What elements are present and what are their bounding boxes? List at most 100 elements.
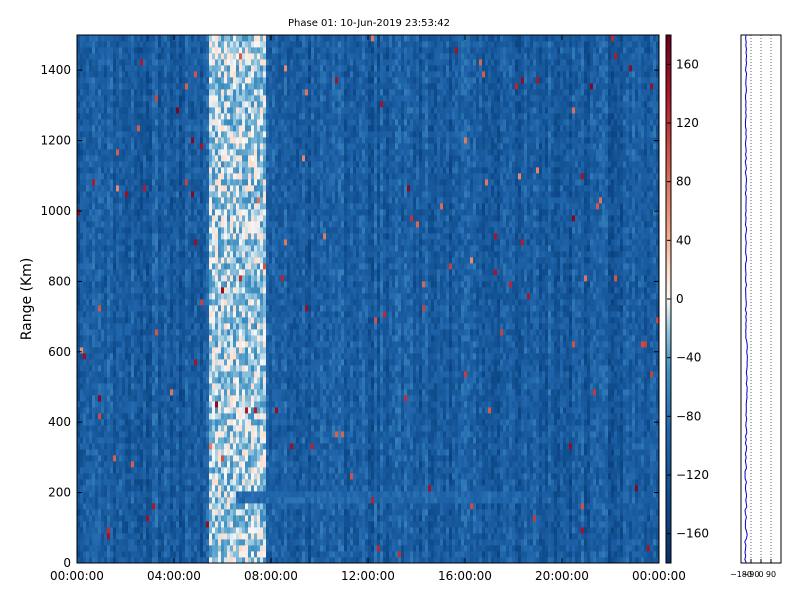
heatmap-cell [113, 143, 117, 150]
heatmap-cell [155, 119, 159, 126]
heatmap-cell [113, 155, 117, 162]
heatmap-cell [227, 437, 231, 444]
heatmap-cell [215, 149, 219, 156]
heatmap-cell [134, 101, 138, 108]
heatmap-cell [110, 299, 114, 306]
heatmap-cell [197, 161, 201, 168]
heatmap-cell [176, 125, 180, 132]
heatmap-cell [242, 65, 246, 72]
heatmap-cell [176, 209, 180, 216]
heatmap-cell [113, 287, 117, 294]
heatmap-cell [203, 179, 207, 186]
heatmap-cell [185, 527, 189, 534]
heatmap-cell [140, 497, 144, 504]
heatmap-cell [137, 383, 141, 390]
heatmap-cell [230, 353, 234, 360]
heatmap-cell [203, 473, 207, 480]
heatmap-cell [140, 179, 144, 186]
heatmap-cell [137, 47, 141, 54]
heatmap-cell [167, 107, 171, 114]
heatmap-cell [131, 305, 135, 312]
heatmap-cell [191, 101, 195, 108]
heatmap-cell [158, 287, 162, 294]
heatmap-cell [95, 461, 99, 468]
heatmap-cell [173, 515, 177, 522]
heatmap-cell [143, 293, 147, 300]
heatmap-cell [173, 323, 177, 330]
heatmap-cell [125, 191, 129, 198]
heatmap-cell [209, 125, 213, 132]
heatmap-cell [218, 257, 222, 264]
heatmap-cell [86, 215, 90, 222]
heatmap-cell [161, 503, 165, 510]
heatmap-cell [218, 77, 222, 84]
heatmap-cell [167, 83, 171, 90]
heatmap-cell [83, 41, 87, 48]
heatmap-cell [233, 455, 237, 462]
heatmap-cell [101, 41, 105, 48]
heatmap-cell [167, 329, 171, 336]
heatmap-cell [143, 461, 147, 468]
heatmap-cell [152, 305, 156, 312]
heatmap-cell [185, 95, 189, 102]
heatmap-cell [146, 125, 150, 132]
heatmap-cell [149, 125, 153, 132]
heatmap-cell [158, 257, 162, 264]
heatmap-cell [239, 485, 243, 492]
heatmap-cell [221, 257, 225, 264]
heatmap-cell [176, 413, 180, 420]
heatmap-cell [89, 479, 93, 486]
heatmap-cell [134, 281, 138, 288]
heatmap-cell [191, 197, 195, 204]
heatmap-cell [83, 389, 87, 396]
heatmap-cell [110, 65, 114, 72]
heatmap-cell [194, 179, 198, 186]
heatmap-cell [239, 533, 243, 540]
heatmap-cell [239, 179, 243, 186]
heatmap-cell [218, 371, 222, 378]
heatmap-cell [83, 239, 87, 246]
heatmap-cell [209, 347, 213, 354]
heatmap-cell [218, 341, 222, 348]
heatmap-cell [80, 119, 84, 126]
heatmap-cell [185, 143, 189, 150]
heatmap-cell [152, 449, 156, 456]
heatmap-cell [86, 419, 90, 426]
heatmap-cell [242, 275, 246, 282]
heatmap-cell [200, 89, 204, 96]
heatmap-cell [239, 521, 243, 528]
heatmap-cell [89, 143, 93, 150]
heatmap-cell [197, 65, 201, 72]
heatmap-cell [107, 143, 111, 150]
heatmap-cell [218, 275, 222, 282]
heatmap-cell [182, 479, 186, 486]
heatmap-cell [83, 449, 87, 456]
heatmap-cell [98, 275, 102, 282]
heatmap-cell [224, 101, 228, 108]
heatmap-cell [77, 131, 81, 138]
heatmap-cell [143, 473, 147, 480]
heatmap-cell [224, 77, 228, 84]
heatmap-cell [209, 149, 213, 156]
heatmap-cell [191, 407, 195, 414]
heatmap-cell [185, 335, 189, 342]
heatmap-cell [233, 401, 237, 408]
heatmap-cell [233, 35, 237, 42]
heatmap-cell [134, 359, 138, 366]
heatmap-cell [179, 293, 183, 300]
heatmap-cell [116, 431, 120, 438]
heatmap-cell [188, 149, 192, 156]
heatmap-cell [233, 479, 237, 486]
heatmap-cell [245, 401, 249, 408]
heatmap-cell [86, 101, 90, 108]
heatmap-cell [113, 407, 117, 414]
heatmap-cell [164, 371, 168, 378]
heatmap-cell [86, 335, 90, 342]
heatmap-cell [77, 395, 81, 402]
heatmap-cell [116, 275, 120, 282]
heatmap-cell [122, 365, 126, 372]
heatmap-cell [149, 497, 153, 504]
heatmap-cell [203, 419, 207, 426]
heatmap-cell [215, 365, 219, 372]
heatmap-cell [155, 557, 159, 563]
